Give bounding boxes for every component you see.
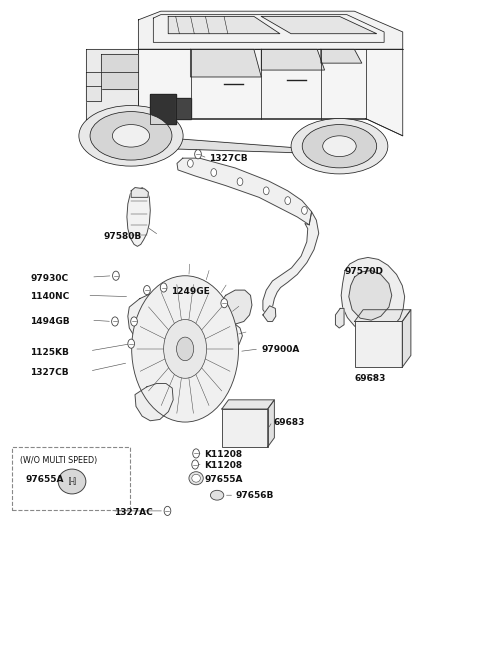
Polygon shape xyxy=(86,49,138,119)
Text: 1327CB: 1327CB xyxy=(30,368,69,377)
Text: 97930C: 97930C xyxy=(30,274,68,283)
Text: (W/O MULTI SPEED): (W/O MULTI SPEED) xyxy=(21,456,98,465)
Ellipse shape xyxy=(90,112,172,160)
Polygon shape xyxy=(261,49,324,70)
Polygon shape xyxy=(138,11,403,49)
Ellipse shape xyxy=(112,125,150,147)
Polygon shape xyxy=(150,94,176,124)
Text: 97580B: 97580B xyxy=(104,232,142,241)
Circle shape xyxy=(195,150,201,159)
Polygon shape xyxy=(222,400,275,409)
Polygon shape xyxy=(177,158,312,225)
Circle shape xyxy=(264,187,269,195)
Polygon shape xyxy=(138,49,403,136)
Text: 1140NC: 1140NC xyxy=(30,292,69,301)
Ellipse shape xyxy=(210,490,224,500)
Text: ℍ: ℍ xyxy=(68,476,76,487)
Circle shape xyxy=(132,276,239,422)
Circle shape xyxy=(192,460,199,469)
Circle shape xyxy=(177,337,194,361)
Circle shape xyxy=(193,449,199,458)
Polygon shape xyxy=(101,54,138,89)
Polygon shape xyxy=(349,270,392,320)
Polygon shape xyxy=(268,400,275,447)
Ellipse shape xyxy=(58,469,86,494)
Polygon shape xyxy=(261,16,377,33)
Circle shape xyxy=(128,339,134,348)
Polygon shape xyxy=(321,49,362,63)
Circle shape xyxy=(160,283,167,292)
Text: 1125KB: 1125KB xyxy=(30,348,69,357)
Text: 97900A: 97900A xyxy=(262,345,300,354)
Ellipse shape xyxy=(192,474,200,482)
Text: 1494GB: 1494GB xyxy=(30,317,70,326)
Circle shape xyxy=(164,319,206,379)
Ellipse shape xyxy=(291,119,388,174)
Circle shape xyxy=(188,159,193,167)
Polygon shape xyxy=(128,290,174,341)
Bar xyxy=(355,321,402,367)
Polygon shape xyxy=(263,212,319,316)
Text: 69683: 69683 xyxy=(355,375,386,384)
Text: 69683: 69683 xyxy=(274,419,305,427)
Polygon shape xyxy=(86,72,101,101)
Polygon shape xyxy=(86,136,365,153)
Polygon shape xyxy=(86,119,138,136)
Polygon shape xyxy=(263,306,276,321)
Text: 1249GE: 1249GE xyxy=(171,287,210,296)
Polygon shape xyxy=(127,188,150,247)
Polygon shape xyxy=(135,384,173,420)
Polygon shape xyxy=(176,98,191,119)
Text: K11208: K11208 xyxy=(204,449,242,459)
Bar xyxy=(222,409,268,447)
Ellipse shape xyxy=(302,125,377,168)
Polygon shape xyxy=(168,16,280,33)
Ellipse shape xyxy=(189,472,203,485)
Text: 97655A: 97655A xyxy=(25,475,64,484)
Text: 1327CB: 1327CB xyxy=(209,154,248,163)
Text: 97656B: 97656B xyxy=(235,491,274,501)
Polygon shape xyxy=(402,310,411,367)
Text: 97570D: 97570D xyxy=(345,267,384,276)
Circle shape xyxy=(164,506,171,516)
Polygon shape xyxy=(355,310,411,321)
Text: 97655A: 97655A xyxy=(204,475,243,484)
Circle shape xyxy=(237,178,243,186)
Circle shape xyxy=(211,169,216,176)
Polygon shape xyxy=(220,290,252,324)
Ellipse shape xyxy=(323,136,356,157)
Polygon shape xyxy=(131,188,148,197)
Circle shape xyxy=(144,285,150,295)
Bar xyxy=(12,447,130,510)
Circle shape xyxy=(301,207,307,215)
Circle shape xyxy=(285,197,290,205)
Text: K11208: K11208 xyxy=(204,461,242,470)
Circle shape xyxy=(113,271,119,280)
Circle shape xyxy=(131,317,137,326)
Circle shape xyxy=(221,298,228,308)
Polygon shape xyxy=(341,257,405,333)
Polygon shape xyxy=(336,308,344,328)
Polygon shape xyxy=(191,49,261,77)
Ellipse shape xyxy=(79,106,183,166)
Polygon shape xyxy=(139,285,242,388)
Circle shape xyxy=(112,317,118,326)
Text: 1327AC: 1327AC xyxy=(114,508,152,517)
